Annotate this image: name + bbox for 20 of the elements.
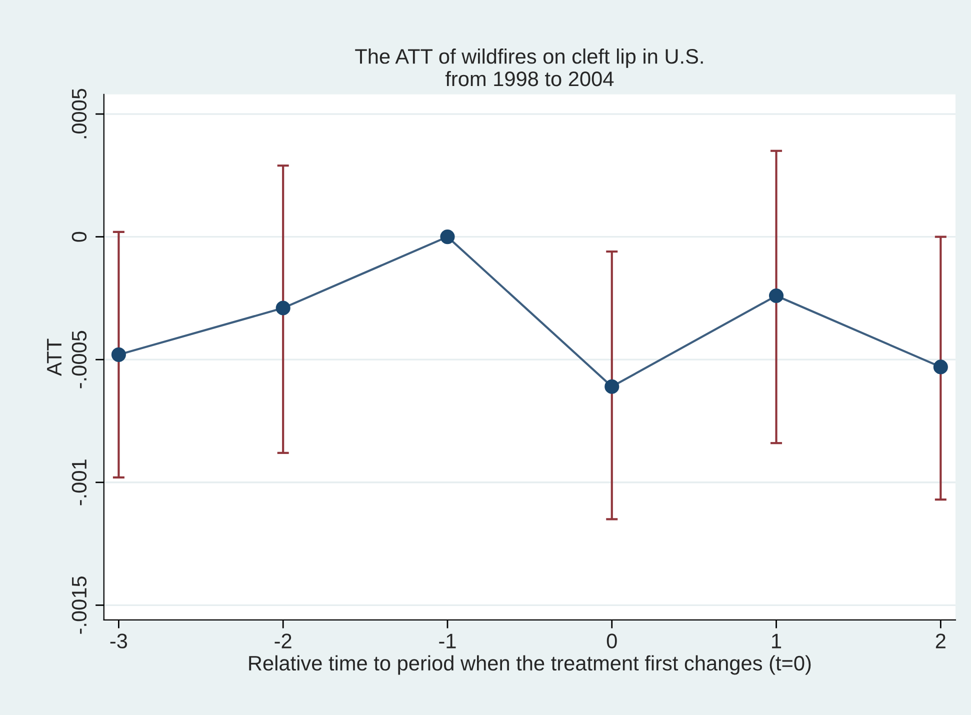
point [111,347,126,362]
x-tick-label: 2 [936,634,946,648]
x-tick-label: 1 [772,634,782,648]
chart-title: The ATT of wildfires on cleft lip in U.S. from 1998 to 2004 [355,48,703,86]
y-tick-label: .0005 [72,88,87,138]
y-tick-label: -.0005 [72,330,87,388]
y-tick-label: -.001 [72,460,87,506]
x-tick-label: 0 [606,634,617,648]
x-tick-label: -2 [274,634,292,648]
x-tick-label: -3 [110,634,128,648]
y-axis-title: ATT [47,338,62,376]
point [768,288,784,304]
x-axis-title: Relative time to period when the treatment first changes (t=0) [249,655,811,675]
point [933,360,948,374]
point [604,379,620,394]
x-tick-label: -1 [439,634,456,648]
y-tick-label: -.0015 [72,576,87,634]
point [276,300,290,316]
y-tick-label: 0 [72,232,87,242]
point [440,230,455,244]
